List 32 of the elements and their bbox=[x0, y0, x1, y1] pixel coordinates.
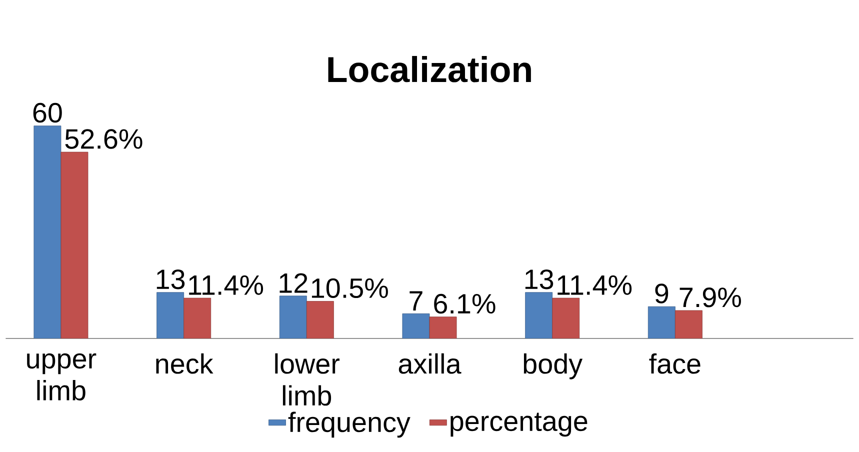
bar bbox=[525, 292, 553, 338]
data-label: 13 bbox=[156, 269, 185, 290]
bar bbox=[674, 310, 702, 338]
data-label: 9 bbox=[655, 284, 668, 304]
x-tick-label: body bbox=[524, 353, 583, 380]
bar bbox=[552, 298, 580, 338]
legend-label: frequency bbox=[288, 412, 410, 438]
bar bbox=[279, 296, 307, 338]
x-tick-label: axilla bbox=[398, 353, 462, 374]
data-label: 10.5% bbox=[312, 278, 388, 298]
data-label: 60 bbox=[33, 102, 62, 123]
x-tick-label: upper limb bbox=[27, 353, 96, 400]
x-tick-label: face bbox=[649, 353, 700, 374]
legend-label: percentage bbox=[450, 412, 588, 437]
bar bbox=[156, 292, 184, 338]
data-label: 13 bbox=[525, 269, 554, 290]
bar bbox=[34, 126, 62, 338]
data-label: 11.4% bbox=[189, 275, 264, 295]
data-label: 7 bbox=[410, 291, 422, 310]
bar bbox=[429, 316, 457, 338]
bar bbox=[60, 152, 88, 338]
data-label: 6.1% bbox=[434, 294, 496, 314]
bar bbox=[402, 313, 430, 338]
bar bbox=[184, 298, 212, 338]
bar bbox=[648, 306, 676, 338]
x-tick-label: neck bbox=[156, 353, 214, 374]
bar bbox=[306, 300, 334, 338]
data-label: 52.6% bbox=[65, 129, 142, 149]
data-label: 7.9% bbox=[680, 287, 741, 308]
chart-title: Localization bbox=[328, 56, 531, 82]
data-label: 11.4% bbox=[558, 275, 632, 295]
data-label: 12 bbox=[280, 273, 308, 293]
